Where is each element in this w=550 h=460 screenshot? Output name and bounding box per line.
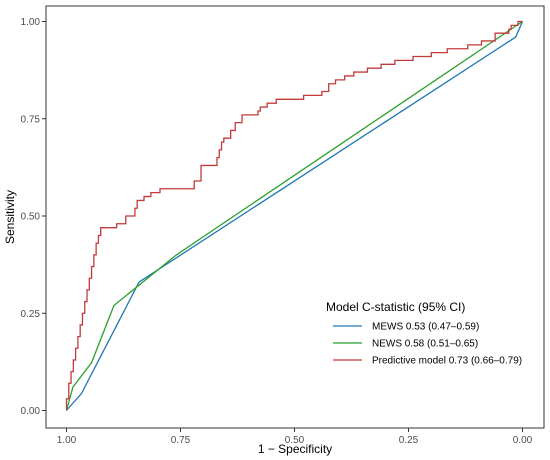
x-tick-label: 0.75 xyxy=(171,435,191,446)
y-tick-label: 0.25 xyxy=(21,309,41,320)
y-tick-label: 1.00 xyxy=(21,17,41,28)
legend-title: Model C-statistic (95% CI) xyxy=(326,300,465,314)
y-tick-label: 0.75 xyxy=(21,114,41,125)
x-axis: 1.00 0.75 0.50 0.25 0.00 xyxy=(57,428,533,446)
series-line-mews xyxy=(66,21,524,411)
y-axis: 0.00 0.25 0.50 0.75 1.00 xyxy=(21,17,46,417)
x-tick-label: 0.25 xyxy=(399,435,419,446)
series-layer xyxy=(65,20,524,411)
legend: Model C-statistic (95% CI) MEWS 0.53 (0.… xyxy=(326,300,522,367)
legend-label: MEWS 0.53 (0.47–0.59) xyxy=(372,322,479,333)
series-line-news xyxy=(65,20,523,411)
y-tick-label: 0.50 xyxy=(21,212,41,223)
y-tick-label: 0.00 xyxy=(21,406,41,417)
legend-label: Predictive model 0.73 (0.66–0.79) xyxy=(372,356,522,367)
y-axis-title: Sensitivity xyxy=(3,190,17,244)
legend-label: NEWS 0.58 (0.51–0.65) xyxy=(372,339,478,350)
x-tick-label: 0.00 xyxy=(513,435,533,446)
series-line-predictive-model xyxy=(65,20,523,411)
x-tick-label: 1.00 xyxy=(57,435,77,446)
x-axis-title: 1 − Specificity xyxy=(258,442,332,456)
x-tick-label: 0.50 xyxy=(285,435,305,446)
